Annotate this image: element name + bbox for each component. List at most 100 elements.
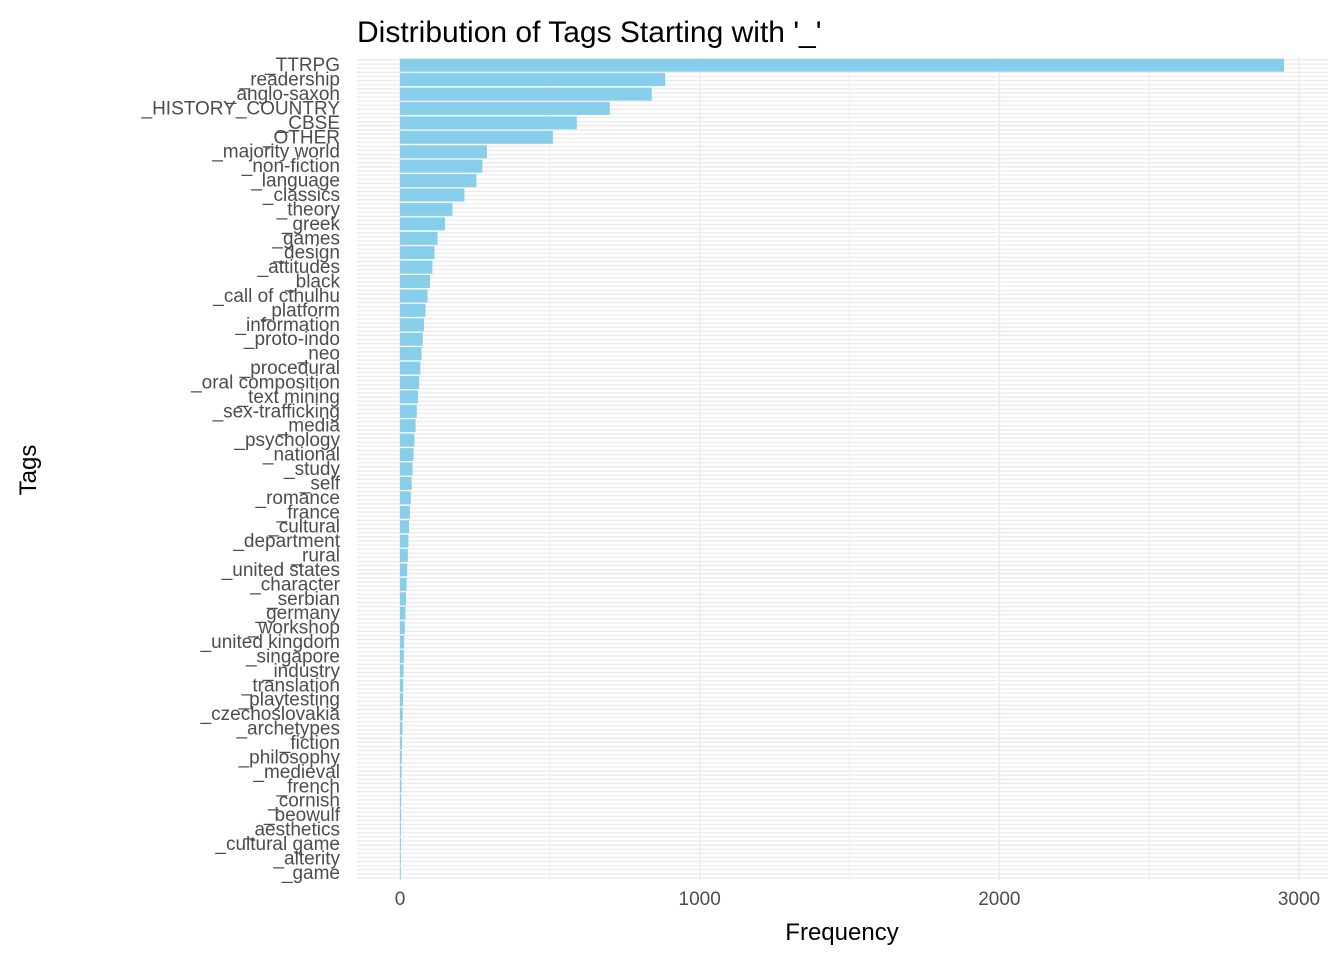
bar-other xyxy=(400,130,553,144)
bar-sex-trafficking xyxy=(400,404,417,418)
category-label: _united states xyxy=(221,560,340,581)
category-labels: _TTRPG_readership_anglo-saxon_HISTORY_CO… xyxy=(141,55,341,884)
category-label: _translation xyxy=(241,675,340,696)
category-label: _oral composition xyxy=(190,372,340,393)
category-label: _czechoslovakia xyxy=(200,704,341,725)
category-label: _games xyxy=(271,228,340,249)
bar-self xyxy=(400,476,412,490)
bar-french xyxy=(400,779,402,793)
category-label: _french xyxy=(276,776,340,797)
category-label: _germany xyxy=(255,603,341,624)
category-label: _self xyxy=(299,473,341,494)
category-label: _france xyxy=(276,502,340,523)
x-tick-labels: 0 1000 2000 3000 xyxy=(395,889,1320,910)
category-label: _game xyxy=(281,863,340,884)
bar-alterity xyxy=(400,851,401,865)
bar-game xyxy=(400,866,401,880)
category-label: _non-fiction xyxy=(241,156,340,177)
bar-translation xyxy=(400,678,404,692)
category-label: _majority world xyxy=(211,142,340,163)
bar-media xyxy=(400,419,416,433)
bar-romance xyxy=(400,491,411,505)
bar-text-mining xyxy=(400,390,418,404)
bar-psychology xyxy=(400,433,415,447)
bar-procedural xyxy=(400,361,421,375)
category-label: _attitudes xyxy=(257,257,340,278)
bar-czechoslovakia xyxy=(400,707,403,721)
category-label: _department xyxy=(232,531,340,552)
bar-black xyxy=(400,275,430,289)
bar-oral-composition xyxy=(400,375,420,389)
bar-cornish xyxy=(400,794,402,808)
category-label: _psychology xyxy=(233,430,340,451)
bar-industry xyxy=(400,664,404,678)
bar-cultural-game xyxy=(400,837,401,851)
category-label: _rural xyxy=(290,546,340,567)
bar-fiction xyxy=(400,736,403,750)
category-label: _CBSE xyxy=(277,113,340,134)
category-label: _call of cthulhu xyxy=(212,286,340,307)
category-label: _workshop xyxy=(247,618,340,639)
category-label: _OTHER xyxy=(262,127,340,148)
category-label: _theory xyxy=(276,199,341,220)
bar-neo xyxy=(400,347,422,361)
category-label: _procedural xyxy=(239,358,340,379)
bar-attitudes xyxy=(400,260,433,274)
bar-aesthetics xyxy=(400,823,401,837)
category-label: _language xyxy=(250,171,340,192)
category-label: _TTRPG xyxy=(264,55,340,76)
bars xyxy=(400,58,1285,880)
bar-call-of-cthulhu xyxy=(400,289,428,303)
bar-classics xyxy=(400,188,465,202)
bar-greek xyxy=(400,217,445,231)
bar-language xyxy=(400,174,477,188)
bar-medieval xyxy=(400,765,402,779)
y-axis-title: Tags xyxy=(15,445,42,496)
bar-design xyxy=(400,246,435,260)
bar-beowulf xyxy=(400,808,402,822)
x-tick-label: 2000 xyxy=(978,889,1020,910)
x-tick-label: 1000 xyxy=(679,889,721,910)
category-label: _cornish xyxy=(267,791,340,812)
category-label: _cultural game xyxy=(214,834,340,855)
bar-readership xyxy=(400,73,666,87)
category-label: _romance xyxy=(255,488,341,509)
bar-cultural xyxy=(400,520,409,534)
category-label: _fiction xyxy=(279,733,340,754)
bar-rural xyxy=(400,549,408,563)
x-tick-label: 0 xyxy=(395,889,406,910)
bar-games xyxy=(400,231,438,245)
category-label: _platform xyxy=(260,300,340,321)
chart-title: Distribution of Tags Starting with '_' xyxy=(357,16,821,49)
bar-proto-indo xyxy=(400,332,423,346)
bar-platform xyxy=(400,303,426,317)
bar-history-country xyxy=(400,101,610,115)
category-label: _archetypes xyxy=(235,719,340,740)
category-label: _information xyxy=(234,315,340,336)
category-label: _neo xyxy=(297,344,340,365)
bar-united-states xyxy=(400,563,408,577)
category-label: _sex-trafficking xyxy=(212,401,340,422)
category-label: _anglo-saxon xyxy=(225,84,340,105)
bar-majority-world xyxy=(400,145,487,159)
category-label: _media xyxy=(277,416,341,437)
category-label: _readership xyxy=(239,70,340,91)
category-label: _classics xyxy=(262,185,340,206)
category-label: _cultural xyxy=(267,517,340,538)
category-label: _character xyxy=(249,574,340,595)
grid-lines xyxy=(357,58,1328,880)
bar-playtesting xyxy=(400,693,403,707)
category-label: _proto-indo xyxy=(243,329,340,350)
category-label: _text mining xyxy=(237,387,340,408)
bar-national xyxy=(400,448,414,462)
category-label: _black xyxy=(284,272,340,293)
bar-information xyxy=(400,318,424,332)
category-label: _study xyxy=(283,459,340,480)
bar-archetypes xyxy=(400,722,403,736)
category-label: _medieval xyxy=(252,762,340,783)
category-label: _national xyxy=(262,445,340,466)
bar-ttrpg xyxy=(400,58,1285,72)
bar-theory xyxy=(400,202,453,216)
category-label: _aesthetics xyxy=(243,820,340,841)
